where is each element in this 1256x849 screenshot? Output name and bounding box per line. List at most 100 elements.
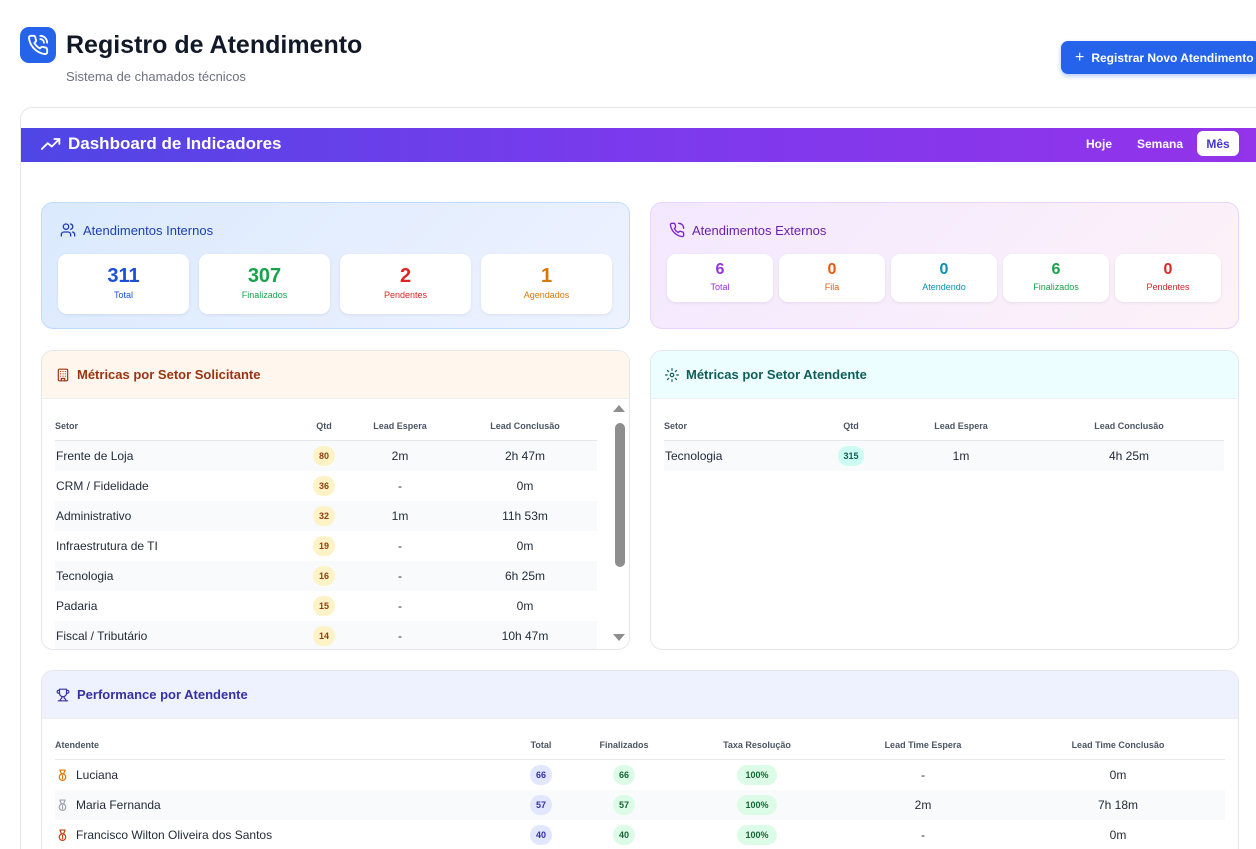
external-stat-finalizados: 6 Finalizados — [1003, 254, 1109, 302]
sector-name-value: Tecnologia — [56, 569, 114, 583]
users-icon — [60, 223, 76, 237]
table-row[interactable]: Administrativo 32 1m 11h 53m — [55, 501, 597, 531]
attendant-lead-espera: 2m — [863, 790, 983, 820]
sector-name: Infraestrutura de TI — [56, 531, 296, 561]
internal-stat-agendados: 1 Agendados — [481, 254, 612, 314]
sector-lead-espera-value: - — [398, 569, 402, 583]
table-row[interactable]: Padaria 15 - 0m — [55, 591, 597, 621]
internal-stat-pendentes: 2 Pendentes — [340, 254, 471, 314]
attendant-taxa-value: 100% — [737, 825, 777, 845]
sector-name-value: Tecnologia — [665, 449, 723, 463]
scroll-up-icon[interactable] — [612, 403, 626, 413]
attendant-total-value: 66 — [530, 765, 552, 785]
attendant-taxa-value: 100% — [737, 765, 777, 785]
sector-qtd: 15 — [304, 591, 344, 621]
table-row[interactable]: Infraestrutura de TI 19 - 0m — [55, 531, 597, 561]
sector-name-value: Fiscal / Tributário — [56, 629, 148, 643]
sector-lead-espera: - — [360, 531, 440, 561]
performance-title: Performance por Atendente — [77, 687, 248, 702]
scroll-down-icon[interactable] — [612, 633, 626, 643]
attendant-lead-conclusao-value: 7h 18m — [1097, 798, 1139, 812]
sector-lead-conclusao-value: 11h 53m — [502, 509, 548, 523]
external-stat-atendendo: 0 Atendendo — [891, 254, 997, 302]
sector-qtd: 19 — [304, 531, 344, 561]
internal-tickets-card: Atendimentos Internos 311 Total 307 Finali… — [41, 202, 630, 329]
attendant-total: 57 — [516, 790, 566, 820]
col-qtd: Qtd — [843, 421, 859, 431]
scrollbar-thumb[interactable] — [615, 423, 625, 567]
internal-tickets-header: Atendimentos Internos — [60, 222, 213, 238]
col-lead-espera: Lead Espera — [934, 421, 988, 431]
external-tickets-header: Atendimentos Externos — [669, 222, 826, 238]
serving-sector-title: Métricas por Setor Atendente — [686, 367, 867, 382]
sector-name: CRM / Fidelidade — [56, 471, 296, 501]
sector-lead-conclusao-value: 10h 47m — [501, 629, 549, 643]
sector-qtd: 36 — [304, 471, 344, 501]
sector-qtd: 32 — [304, 501, 344, 531]
attendant-name-value: Luciana — [76, 768, 119, 782]
table-row[interactable]: Fiscal / Tributário 14 - 10h 47m — [55, 621, 597, 649]
table-row[interactable]: Tecnologia 16 - 6h 25m — [55, 561, 597, 591]
sector-qtd: 14 — [304, 621, 344, 649]
attendant-taxa: 100% — [707, 760, 807, 790]
table-row[interactable]: Francisco Wilton Oliveira dos Santos 40 40… — [55, 820, 1225, 849]
sector-name-value: Frente de Loja — [56, 449, 134, 463]
sector-qtd-value: 80 — [313, 446, 335, 466]
attendant-lead-espera: - — [863, 820, 983, 849]
table-row[interactable]: Luciana 66 66 100% - 0m — [55, 760, 1225, 790]
sector-name-value: Infraestrutura de TI — [56, 539, 158, 553]
scrollbar[interactable] — [612, 403, 626, 647]
sector-lead-conclusao: 4h 25m — [1079, 441, 1179, 471]
sector-lead-conclusao-value: 6h 25m — [504, 569, 546, 583]
external-tickets-card: Atendimentos Externos 6 Total 0 Fila 0 Aten… — [650, 202, 1239, 329]
sector-name-value: CRM / Fidelidade — [56, 479, 149, 493]
gear-icon — [665, 367, 679, 382]
table-row[interactable]: Frente de Loja 80 2m 2h 47m — [55, 441, 597, 471]
attendant-lead-conclusao-value: 0m — [1109, 768, 1127, 782]
trophy-icon — [56, 688, 70, 701]
attendant-lead-espera-value: 2m — [914, 798, 932, 812]
sector-lead-espera: 1m — [921, 441, 1001, 471]
sector-lead-conclusao-value: 2h 47m — [504, 449, 546, 463]
sector-lead-espera: 2m — [360, 441, 440, 471]
sector-qtd-value: 32 — [313, 506, 335, 526]
col-lead-time-espera: Lead Time Espera — [884, 740, 962, 750]
plus-icon: + — [1075, 48, 1085, 66]
attendant-name: Maria Fernanda — [56, 790, 496, 820]
period-semana[interactable]: Semana — [1136, 136, 1184, 151]
attendant-performance-panel: Performance por Atendente Atendente Tota… — [41, 670, 1239, 849]
sector-lead-conclusao: 2h 47m — [475, 441, 575, 471]
building-icon — [57, 368, 69, 381]
attendant-lead-conclusao: 7h 18m — [1048, 790, 1188, 820]
attendant-lead-conclusao-value: 0m — [1109, 828, 1127, 842]
attendant-lead-conclusao: 0m — [1048, 820, 1188, 849]
attendant-finalizados: 66 — [589, 760, 659, 790]
new-ticket-button[interactable]: + Registrar Novo Atendimento — [1061, 41, 1256, 74]
period-mes[interactable]: Mês — [1197, 131, 1239, 156]
sector-lead-espera-value: - — [398, 539, 402, 553]
dashboard-title-text: Dashboard de Indicadores — [68, 134, 282, 153]
dashboard-title: Dashboard de Indicadores — [41, 134, 282, 154]
table-row[interactable]: Tecnologia 315 1m 4h 25m — [664, 441, 1224, 471]
attendant-lead-espera-value: - — [921, 768, 925, 782]
new-ticket-label: Registrar Novo Atendimento — [1091, 50, 1254, 65]
sector-qtd-value: 36 — [313, 476, 335, 496]
table-row[interactable]: CRM / Fidelidade 36 - 0m — [55, 471, 597, 501]
sector-lead-espera: - — [360, 561, 440, 591]
period-hoje[interactable]: Hoje — [1085, 136, 1112, 151]
sector-qtd: 315 — [831, 441, 871, 471]
sector-name: Administrativo — [56, 501, 296, 531]
attendant-total: 66 — [516, 760, 566, 790]
col-lead-conclusao: Lead Conclusão — [1094, 421, 1164, 431]
table-row[interactable]: Maria Fernanda 57 57 100% 2m 7h 18m — [55, 790, 1225, 820]
sector-lead-conclusao: 0m — [475, 531, 575, 561]
page-title: Registro de Atendimento — [66, 31, 363, 59]
sector-lead-conclusao: 6h 25m — [475, 561, 575, 591]
sector-lead-espera-value: 1m — [952, 449, 970, 463]
attendant-finalizados-value: 66 — [613, 765, 635, 785]
phone-call-icon — [28, 34, 49, 55]
attendant-total-value: 40 — [530, 825, 552, 845]
external-tickets-title: Atendimentos Externos — [692, 222, 827, 238]
sector-name-value: Administrativo — [56, 509, 132, 523]
sector-lead-espera-value: - — [398, 479, 402, 493]
